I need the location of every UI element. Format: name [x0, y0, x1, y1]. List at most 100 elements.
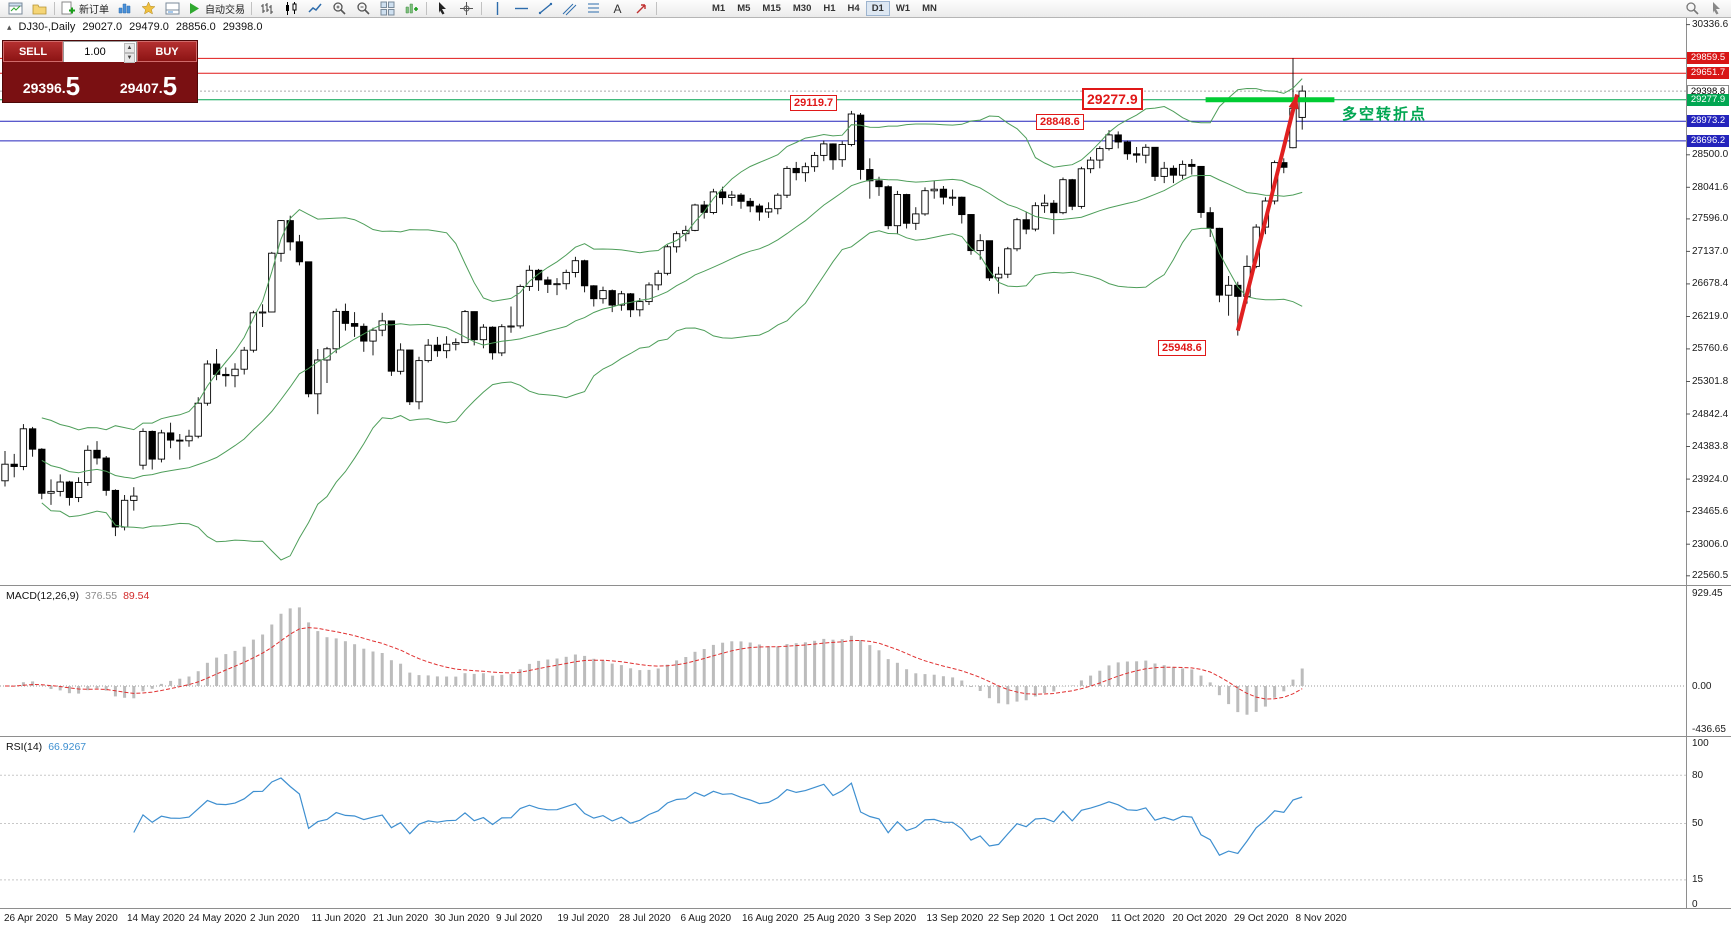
- fibonacci-icon: [587, 3, 599, 13]
- ohlc-high: 29479.0: [129, 21, 169, 33]
- chart-header: ▴ DJ30-,Daily 29027.0 29479.0 28856.0 29…: [7, 21, 262, 33]
- rsi-name: RSI(14): [6, 741, 43, 753]
- ohlc-low: 28856.0: [175, 21, 216, 33]
- vline-icon: [496, 2, 498, 15]
- indicators-button[interactable]: [399, 0, 423, 18]
- new-chart-button[interactable]: [3, 0, 27, 18]
- channel-icon: [562, 3, 576, 16]
- market-watch-button[interactable]: [112, 0, 136, 18]
- toolbar: 新订单 自动交易 A M1 M5 M15 M30 H1 H4 D1 W1 MN: [0, 0, 1731, 18]
- turning-point-note[interactable]: 多空转折点: [1342, 106, 1428, 123]
- horizontal-line-button[interactable]: [509, 0, 533, 18]
- price-flag-high-29119[interactable]: 29119.7: [790, 95, 838, 111]
- toolbar-separator: [656, 2, 657, 15]
- autotrading-icon: [190, 3, 199, 14]
- volume-decrease-button[interactable]: ▼: [124, 53, 135, 63]
- sell-price-int: 29396.: [22, 80, 66, 96]
- price-flag-low-25948[interactable]: 25948.6: [1158, 340, 1206, 356]
- arrows-tool-button[interactable]: [629, 0, 653, 18]
- symbol-period-label: DJ30-,Daily: [18, 21, 76, 33]
- chart-expand-icon[interactable]: ▴: [7, 21, 12, 32]
- trend-arrow-line[interactable]: [1235, 94, 1299, 332]
- buy-label: BUY: [155, 45, 179, 58]
- one-click-trade-panel: SELL ▲ ▼ BUY 29396.5 29407.5: [2, 40, 198, 103]
- window-icon: [8, 2, 22, 15]
- navigator-icon: [140, 1, 156, 15]
- crosshair-icon: [459, 2, 473, 15]
- price-flag-high-28848[interactable]: 28848.6: [1036, 114, 1084, 130]
- sell-button[interactable]: SELL: [3, 41, 63, 62]
- tile-windows-icon: [380, 1, 394, 16]
- timeframe-M30[interactable]: M30: [792, 3, 812, 14]
- terminal-button[interactable]: [160, 0, 184, 18]
- line-chart-icon: [307, 3, 322, 13]
- window-zoom-button[interactable]: [1680, 0, 1704, 18]
- sell-price: 29396. 5: [3, 62, 100, 102]
- timeframe-D1[interactable]: D1: [865, 1, 890, 16]
- buy-price: 29407. 5: [100, 62, 197, 102]
- cursor-button[interactable]: [430, 0, 454, 18]
- text-tool-button[interactable]: A: [605, 0, 629, 18]
- window-zoom-icon: [1685, 2, 1699, 15]
- bollinger-middle-band: [41, 175, 1303, 480]
- buy-price-int: 29407.: [119, 80, 163, 96]
- navigator-button[interactable]: [136, 0, 160, 18]
- tile-windows-button[interactable]: [375, 0, 399, 18]
- buy-button[interactable]: BUY: [137, 41, 197, 62]
- toolbar-right-group: [1680, 0, 1728, 18]
- window-pointer-icon: [1712, 2, 1720, 15]
- rsi-pane-title: RSI(14) 66.9267: [6, 741, 86, 753]
- timeframe-H4[interactable]: H4: [847, 3, 860, 14]
- toolbar-separator: [481, 2, 482, 15]
- indicators-icon: [405, 3, 418, 14]
- timeframe-MN[interactable]: MN: [922, 3, 937, 14]
- bar-chart-button[interactable]: [255, 0, 279, 18]
- candle-chart-button[interactable]: [279, 0, 303, 18]
- timeframe-M5[interactable]: M5: [737, 3, 751, 14]
- bollinger-lower-band: [41, 227, 1303, 561]
- timeframe-W1[interactable]: W1: [895, 3, 911, 14]
- rsi-value: 66.9267: [48, 741, 87, 753]
- timeframe-H1[interactable]: H1: [823, 3, 836, 14]
- profiles-icon: [32, 4, 46, 15]
- buy-price-frac: 5: [162, 70, 178, 101]
- volume-spinner: ▲ ▼: [124, 43, 135, 63]
- window-pointer-button[interactable]: [1704, 0, 1728, 18]
- text-icon: A: [613, 2, 621, 16]
- macd-histogram: [12, 607, 1304, 715]
- volume-input[interactable]: [64, 42, 136, 62]
- timeframe-M15[interactable]: M15: [762, 3, 781, 14]
- trend-arrow-head: [1288, 94, 1299, 110]
- profiles-button[interactable]: [27, 0, 51, 18]
- sell-label: SELL: [18, 45, 48, 58]
- vertical-line-button[interactable]: [485, 0, 509, 18]
- autotrading-label: 自动交易: [205, 5, 245, 16]
- timeframe-group: M1 M5 M15 M30 H1 H4 D1 W1 MN: [706, 1, 943, 16]
- macd-signal-value: 89.54: [123, 590, 150, 602]
- zoom-in-button[interactable]: [327, 0, 351, 18]
- channel-button[interactable]: [557, 0, 581, 18]
- timeframe-M1[interactable]: M1: [712, 3, 726, 14]
- trendline-button[interactable]: [533, 0, 557, 18]
- macd-pane-title: MACD(12,26,9) 376.55 89.54: [6, 590, 149, 602]
- crosshair-button[interactable]: [454, 0, 478, 18]
- fibonacci-button[interactable]: [581, 0, 605, 18]
- price-flag-level-29277[interactable]: 29277.9: [1082, 88, 1143, 110]
- zoom-out-button[interactable]: [351, 0, 375, 18]
- toolbar-separator: [426, 2, 427, 15]
- ohlc-close: 29398.0: [222, 21, 263, 33]
- marketwatch-icon: [118, 3, 130, 14]
- macd-value: 376.55: [84, 590, 118, 602]
- zoom-in-icon: [332, 2, 346, 15]
- volume-increase-button[interactable]: ▲: [124, 43, 135, 53]
- candles-chart-icon: [285, 2, 296, 15]
- macd-name: MACD(12,26,9): [6, 590, 79, 602]
- line-chart-button[interactable]: [303, 0, 327, 18]
- new-order-button[interactable]: 新订单: [58, 0, 112, 18]
- toolbar-separator: [251, 2, 252, 15]
- cursor-icon: [438, 2, 446, 15]
- autotrading-button[interactable]: 自动交易: [184, 0, 248, 18]
- bars-chart-icon: [260, 3, 273, 14]
